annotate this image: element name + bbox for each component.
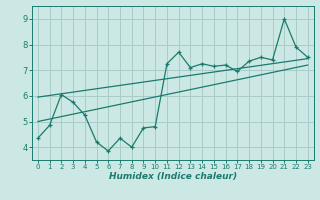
X-axis label: Humidex (Indice chaleur): Humidex (Indice chaleur)	[109, 172, 237, 181]
